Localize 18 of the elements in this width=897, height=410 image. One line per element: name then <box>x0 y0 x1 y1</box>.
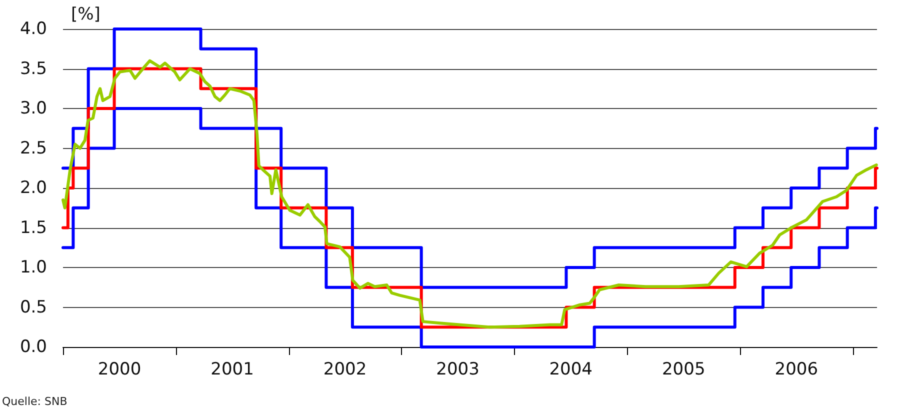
x-tick-label: 2006 <box>774 360 818 380</box>
source-note: Quelle: SNB <box>2 395 68 408</box>
x-tick-label: 2002 <box>323 360 367 380</box>
x-tick-label: 2003 <box>436 360 480 380</box>
y-tick-label: 3.5 <box>20 58 47 79</box>
x-tick-label: 2005 <box>662 360 706 380</box>
y-tick-label: 3.0 <box>20 98 47 118</box>
y-tick-label: 2.5 <box>20 138 47 158</box>
y-tick-label: 2.0 <box>20 178 47 198</box>
y-tick-label: 0.5 <box>20 297 47 318</box>
x-tick-label: 2001 <box>210 360 254 380</box>
y-tick-label: 0.0 <box>20 337 47 357</box>
y-tick-label: 1.0 <box>20 258 47 278</box>
y-tick-label: 4.0 <box>20 19 47 39</box>
x-tick-label: 2004 <box>549 360 592 380</box>
y-tick-label: 1.5 <box>20 218 47 238</box>
x-tick-label: 2000 <box>98 360 142 380</box>
y-axis-title: [%] <box>71 4 100 24</box>
